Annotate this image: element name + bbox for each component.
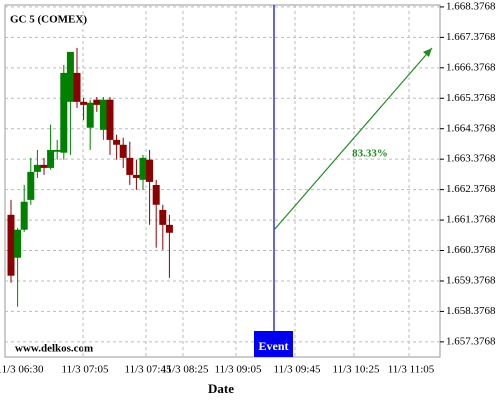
prediction-arrow [273, 47, 433, 231]
candle-body [47, 149, 55, 168]
y-tick-label: 1.657.3768 [446, 335, 496, 347]
x-tick-label: 11/3 10:25 [333, 364, 380, 376]
candle-body [99, 99, 107, 130]
x-tick-label: 11/3 08:25 [162, 364, 209, 376]
event-label: Event [259, 339, 289, 353]
y-tick-label: 1.661.3768 [446, 214, 496, 226]
y-tick-label: 1.667.3768 [446, 31, 496, 43]
candle-body [159, 209, 167, 225]
x-axis-label: Date [208, 381, 234, 396]
y-tick-label: 1.662.3768 [446, 183, 496, 195]
candle-body [152, 184, 160, 205]
candle-body [119, 144, 127, 158]
x-tick-label: 11/3 09:05 [215, 364, 262, 376]
candle-body [53, 149, 61, 152]
x-tick-label: 11/3 06:30 [0, 364, 44, 376]
candle-body [93, 99, 101, 105]
watermark: www.delkos.com [15, 343, 93, 355]
candle-body [33, 164, 41, 172]
y-tick-label: 1.668.3768 [446, 0, 496, 12]
arrow-head [423, 48, 432, 57]
candle-body [40, 164, 48, 168]
annotation: 83.33% [352, 148, 388, 160]
candle-body [7, 214, 15, 276]
chart-title: GC 5 (COMEX) [10, 14, 87, 26]
y-tick-label: 1.660.3768 [446, 244, 496, 256]
candle-body [73, 72, 81, 102]
candle-body [146, 159, 154, 182]
candle-body [80, 101, 88, 105]
candle-body [113, 139, 121, 145]
y-tick-label: 1.658.3768 [446, 305, 496, 317]
candle-body [60, 72, 68, 153]
x-tick-label: 11/3 09:45 [274, 364, 321, 376]
x-tick-label: 11/3 11:05 [388, 364, 435, 376]
candle-body [66, 51, 74, 102]
y-tick-label: 1.659.3768 [446, 275, 496, 287]
y-tick-label: 1.665.3768 [446, 92, 496, 104]
candle-body [27, 171, 35, 200]
candle-body [20, 201, 28, 230]
y-tick-label: 1.663.3768 [446, 153, 496, 165]
candle-body [126, 157, 134, 175]
candle-body [14, 229, 22, 258]
candle-body [106, 99, 114, 140]
x-tick-label: 11/3 07:45 [125, 364, 172, 376]
event-box [254, 331, 293, 357]
candle-body [132, 174, 140, 178]
candle-body [86, 102, 94, 128]
x-tick-label: 11/3 07:05 [62, 364, 109, 376]
candle-body [165, 224, 173, 233]
y-tick-label: 1.664.3768 [446, 122, 496, 134]
candle-body [139, 157, 147, 180]
y-tick-label: 1.666.3768 [446, 61, 496, 73]
